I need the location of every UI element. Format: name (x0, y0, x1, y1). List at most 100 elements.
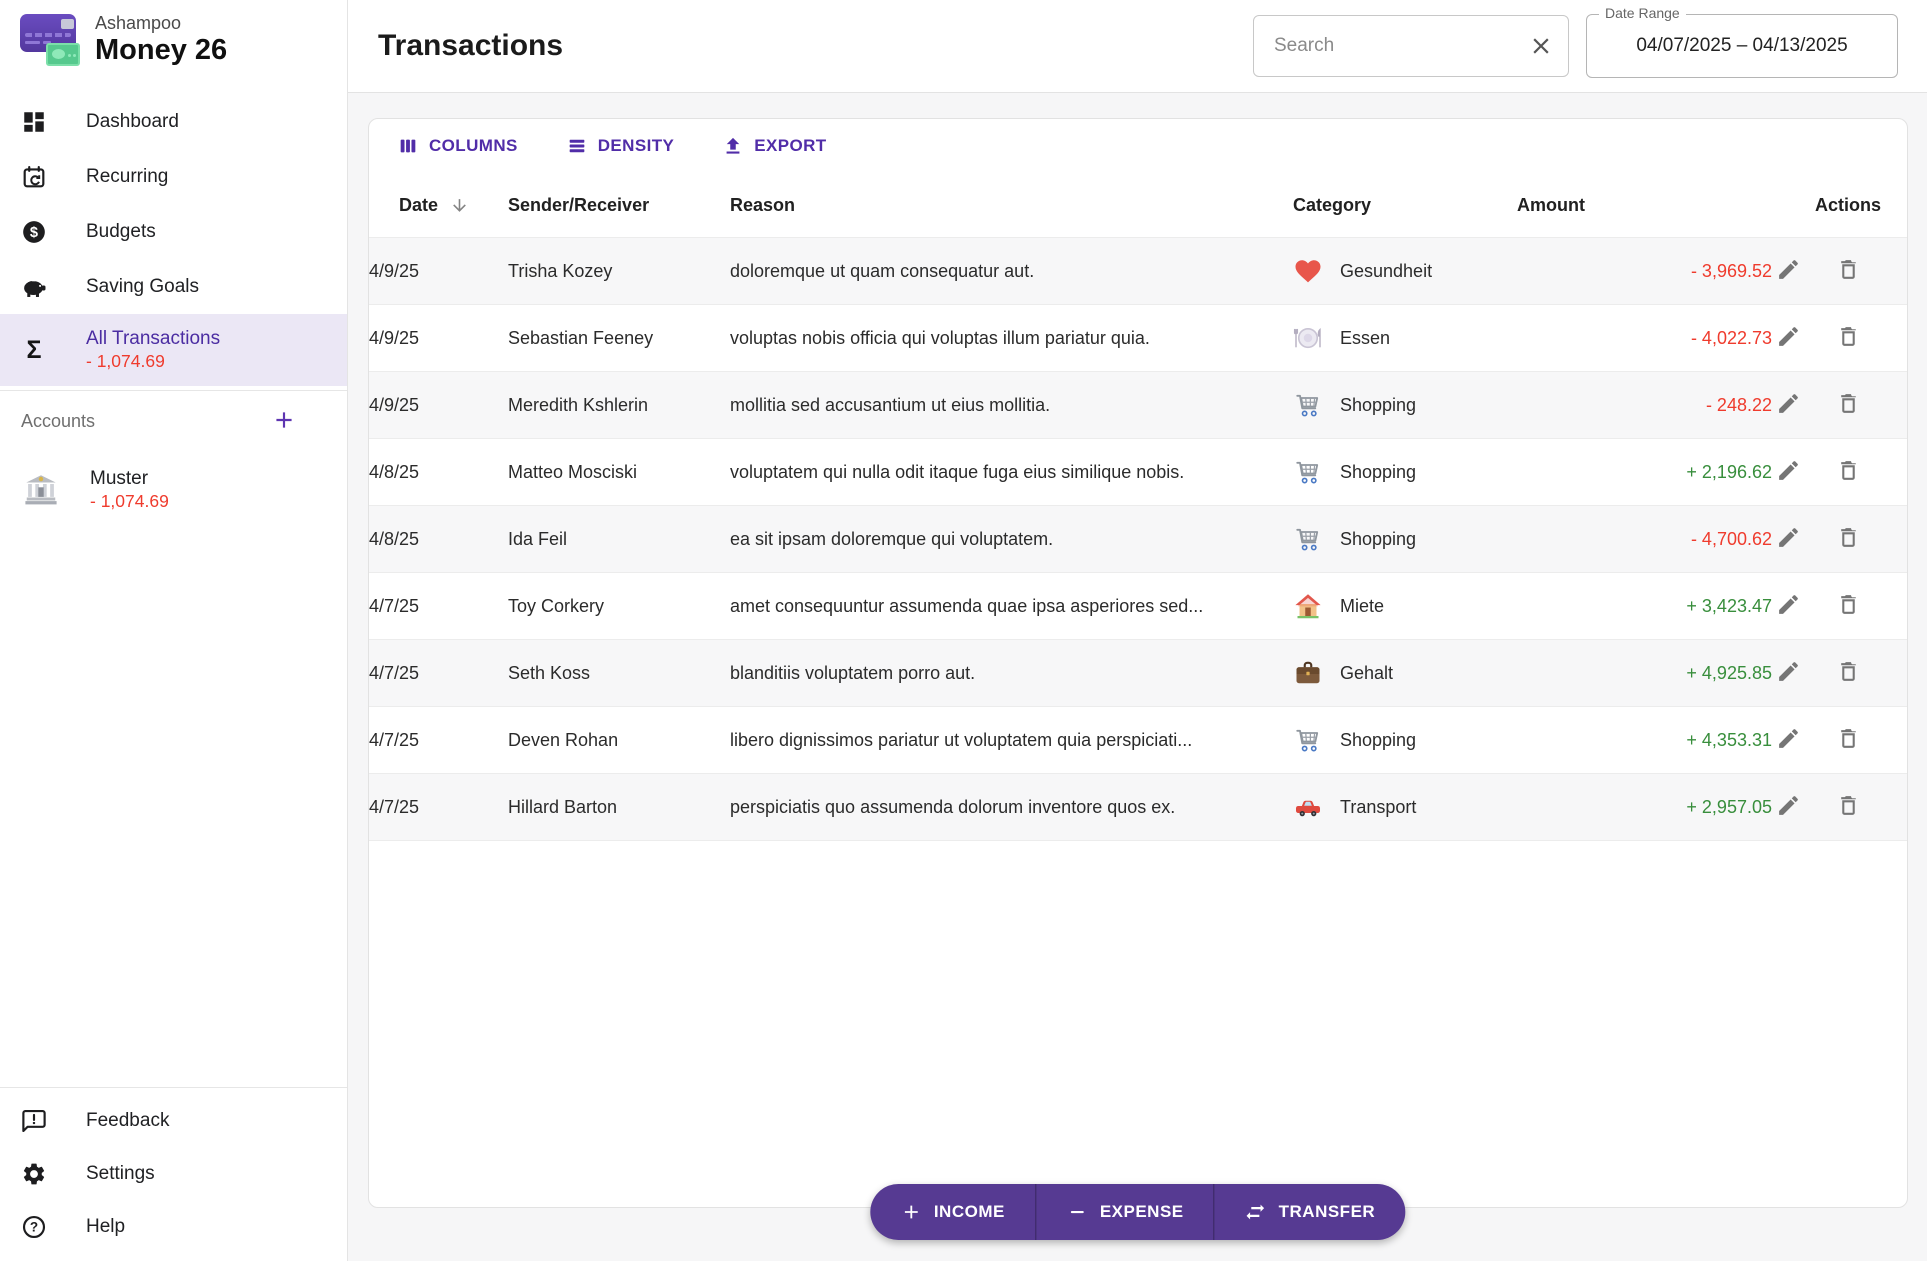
columns-button[interactable]: COLUMNS (391, 134, 524, 158)
pencil-icon (1779, 260, 1798, 279)
transactions-table: Date Sender/Receiver Reason Category Amo… (369, 173, 1907, 841)
sidebar-item-label: Budgets (86, 220, 156, 242)
export-button[interactable]: EXPORT (716, 134, 832, 158)
transfer-button[interactable]: TRANSFER (1213, 1184, 1406, 1240)
density-button[interactable]: DENSITY (560, 134, 680, 158)
sidebar-item-settings[interactable]: Settings (0, 1147, 347, 1200)
pencil-icon (1779, 327, 1798, 346)
delete-button[interactable] (1832, 789, 1865, 825)
amount-value: - 3,969.52 (1690, 260, 1772, 281)
category-label: Shopping (1340, 461, 1417, 482)
sender-cell: Meredith Kshlerin (508, 371, 730, 439)
column-header-reason[interactable]: Reason (730, 194, 796, 215)
add-account-button[interactable] (267, 403, 301, 440)
column-header-sender[interactable]: Sender/Receiver (508, 194, 650, 215)
edit-button[interactable] (1772, 387, 1805, 423)
app-logo-row: Ashampoo Money 26 (0, 0, 347, 68)
edit-button[interactable] (1772, 789, 1805, 825)
delete-button[interactable] (1832, 655, 1865, 691)
piggy-bank-icon (21, 274, 47, 300)
minus-icon (1070, 1210, 1084, 1214)
delete-button[interactable] (1832, 387, 1865, 423)
trash-icon (1841, 260, 1856, 279)
edit-button[interactable] (1772, 253, 1805, 289)
amount-value: + 3,423.47 (1686, 595, 1772, 616)
edit-button[interactable] (1772, 454, 1805, 490)
sidebar-item-recurring[interactable]: Recurring (0, 149, 347, 204)
account-item-muster[interactable]: Muster - 1,074.69 (0, 459, 347, 521)
category-cell: Shopping (1293, 706, 1517, 774)
amount-value: - 4,022.73 (1690, 327, 1772, 348)
delete-button[interactable] (1832, 521, 1865, 557)
delete-button[interactable] (1832, 253, 1865, 289)
search-box (1253, 15, 1569, 77)
date-cell: 4/8/25 (369, 438, 508, 506)
edit-button[interactable] (1772, 722, 1805, 758)
category-label: Gehalt (1340, 662, 1394, 683)
table-row: 4/8/25 Matteo Mosciski voluptatem qui nu… (369, 438, 1907, 506)
sidebar-item-all-transactions[interactable]: Σ All Transactions - 1,074.69 (0, 314, 347, 386)
sidebar: Ashampoo Money 26 Dashboard (0, 0, 348, 1261)
delete-button[interactable] (1832, 588, 1865, 624)
reason-cell: voluptas nobis officia qui voluptas illu… (730, 304, 1293, 372)
trash-icon (1841, 595, 1856, 614)
actions-cell (1772, 706, 1907, 774)
table-header-row: Date Sender/Receiver Reason Category Amo… (369, 173, 1907, 238)
search-input[interactable] (1272, 34, 1524, 58)
column-header-actions: Actions (1815, 194, 1882, 215)
sidebar-item-help[interactable]: ? Help (0, 1200, 347, 1253)
svg-text:?: ? (30, 1219, 38, 1234)
category-icon (1293, 725, 1323, 755)
amount-cell: + 3,423.47 (1517, 572, 1772, 640)
actions-cell (1772, 438, 1907, 506)
actions-cell (1772, 572, 1907, 640)
trash-icon (1841, 528, 1856, 547)
amount-cell: + 2,957.05 (1517, 773, 1772, 841)
category-icon (1293, 390, 1323, 420)
product-name: Money 26 (95, 33, 228, 66)
category-icon (1293, 256, 1323, 286)
column-header-date[interactable]: Date (369, 173, 508, 238)
expense-button[interactable]: EXPENSE (1034, 1184, 1214, 1240)
density-icon (569, 139, 585, 153)
delete-button[interactable] (1832, 722, 1865, 758)
edit-button[interactable] (1772, 588, 1805, 624)
close-icon (1533, 38, 1549, 54)
actions-cell (1772, 237, 1907, 305)
date-range-label: Date Range (1599, 5, 1686, 21)
dashboard-icon (21, 109, 47, 135)
feedback-icon (21, 1108, 47, 1134)
category-label: Shopping (1340, 729, 1417, 750)
amount-value: + 2,196.62 (1686, 461, 1772, 482)
sender-cell: Sebastian Feeney (508, 304, 730, 372)
edit-button[interactable] (1772, 521, 1805, 557)
edit-button[interactable] (1772, 320, 1805, 356)
table-row: 4/9/25 Meredith Kshlerin mollitia sed ac… (369, 371, 1907, 439)
column-header-amount[interactable]: Amount (1517, 194, 1585, 215)
reason-cell: blanditiis voluptatem porro aut. (730, 639, 1293, 707)
trash-icon (1841, 796, 1856, 815)
income-button[interactable]: INCOME (870, 1184, 1035, 1240)
app-logo-icon (18, 12, 82, 68)
category-cell: Shopping (1293, 438, 1517, 506)
grid-toolbar: COLUMNS DENSITY EXPORT (369, 119, 1907, 173)
sidebar-item-budgets[interactable]: $ Budgets (0, 204, 347, 259)
sidebar-item-feedback[interactable]: Feedback (0, 1094, 347, 1147)
delete-button[interactable] (1832, 454, 1865, 490)
clear-search-button[interactable] (1524, 29, 1558, 63)
sidebar-item-dashboard[interactable]: Dashboard (0, 94, 347, 149)
date-cell: 4/7/25 (369, 773, 508, 841)
category-label: Gesundheit (1340, 260, 1433, 281)
sender-cell: Matteo Mosciski (508, 438, 730, 506)
edit-button[interactable] (1772, 655, 1805, 691)
date-range-field[interactable]: Date Range 04/07/2025 – 04/13/2025 (1586, 5, 1898, 78)
table-row: 4/9/25 Sebastian Feeney voluptas nobis o… (369, 304, 1907, 372)
sidebar-item-label: Help (86, 1215, 126, 1237)
table-row: 4/7/25 Deven Rohan libero dignissimos pa… (369, 706, 1907, 774)
column-header-category[interactable]: Category (1293, 194, 1372, 215)
pencil-icon (1779, 662, 1798, 681)
date-cell: 4/8/25 (369, 505, 508, 573)
delete-button[interactable] (1832, 320, 1865, 356)
sidebar-item-saving-goals[interactable]: Saving Goals (0, 259, 347, 314)
